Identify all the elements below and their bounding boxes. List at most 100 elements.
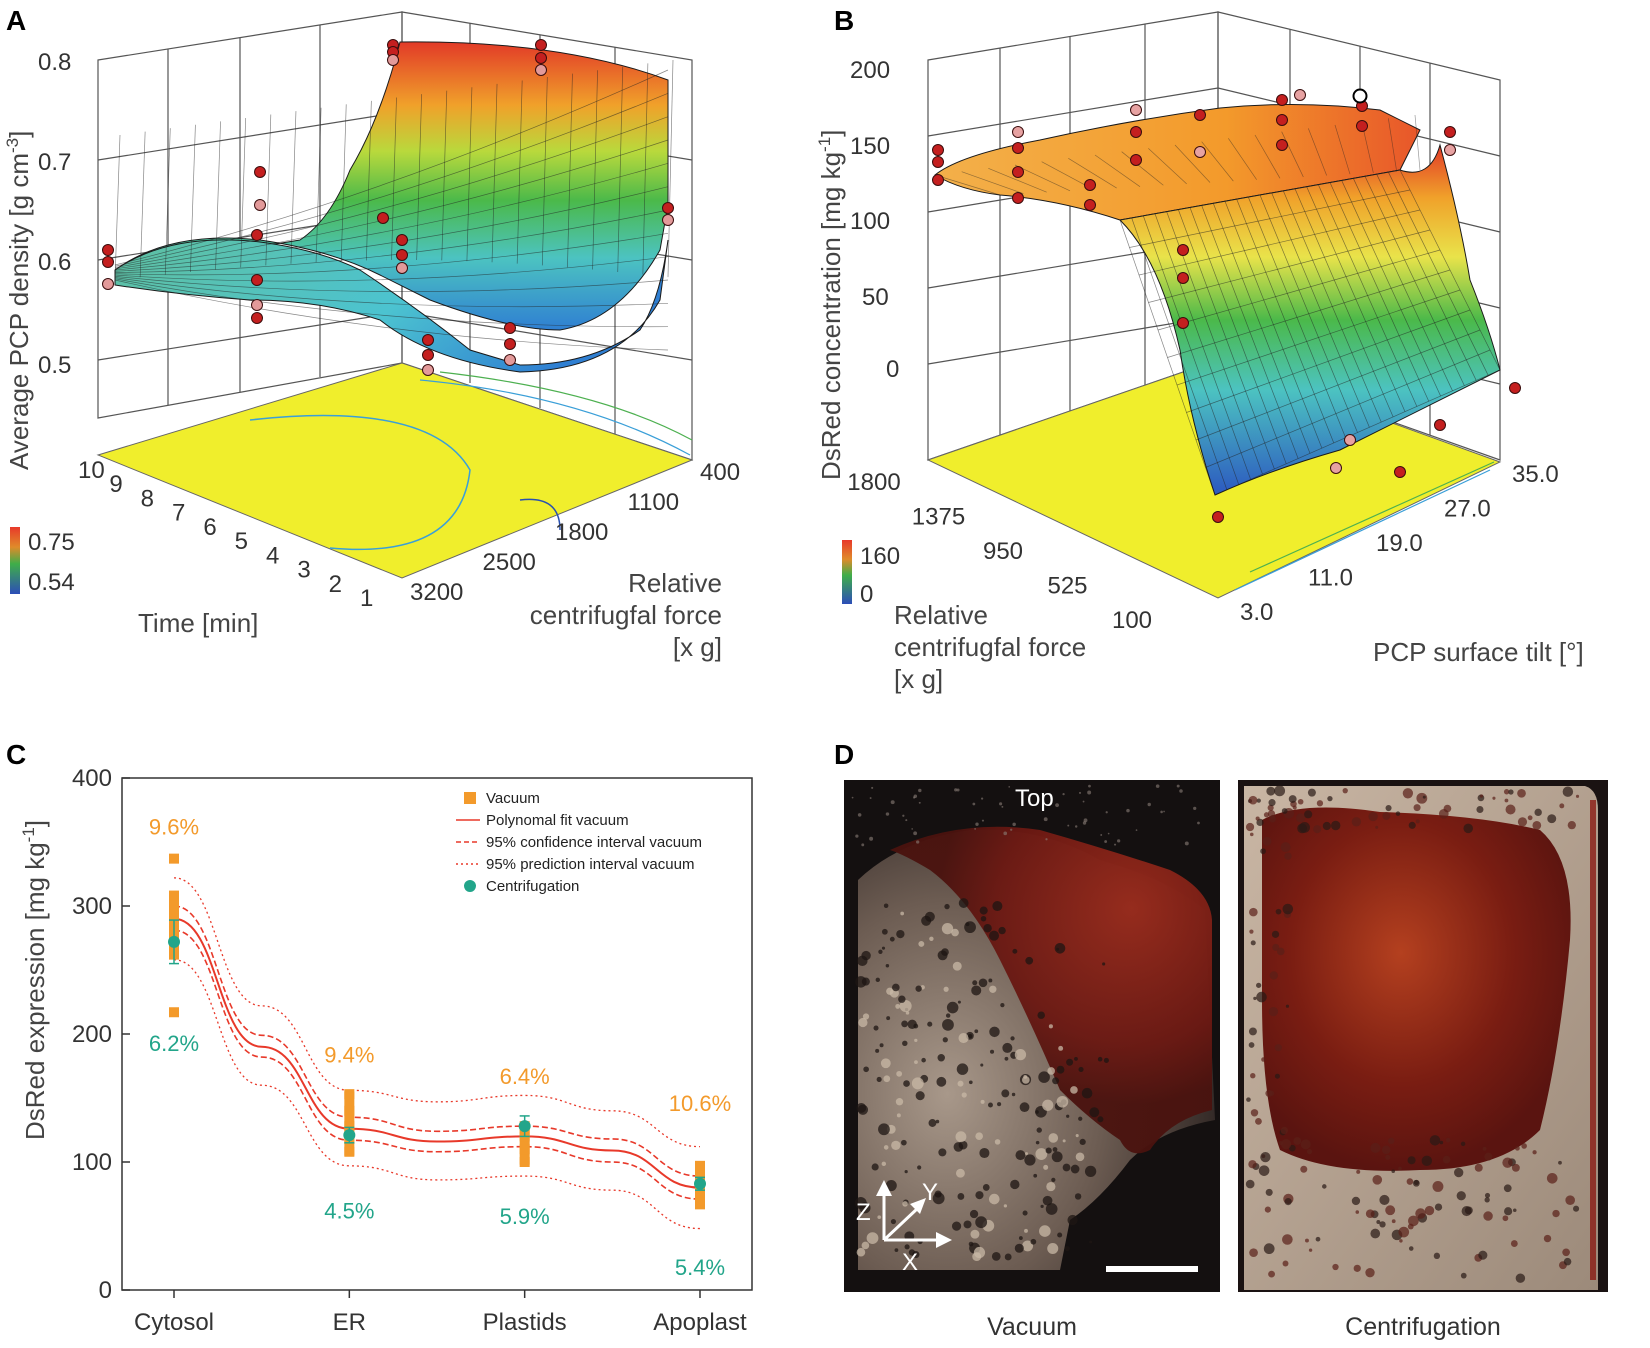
c-vacuum-point: [169, 1007, 179, 1018]
b-data-marker: [1276, 114, 1288, 126]
c-band-lower: [173, 929, 701, 1200]
a-data-marker: [662, 214, 674, 226]
d-axes-indicator: [876, 1180, 952, 1248]
a-data-marker: [396, 234, 408, 246]
b-data-marker: [1194, 146, 1206, 158]
a-data-marker: [387, 54, 399, 66]
b-data-marker: [1130, 104, 1142, 116]
a-z-tick: 0.5: [38, 352, 71, 379]
b-tilt-ticks: 35.0 27.0 19.0 11.0 3.0: [1240, 461, 1559, 626]
c-centrifugation-point: [694, 1177, 706, 1190]
b-data-marker: [1294, 89, 1306, 101]
a-colorbar: [10, 527, 20, 594]
c-x-tick-label: Apoplast: [653, 1309, 747, 1336]
c-legend-entry: 95% confidence interval vacuum: [486, 834, 702, 851]
a-data-marker: [254, 166, 266, 178]
a-time-tick: 7: [172, 500, 185, 527]
b-force-label-2: centrifugfal force: [894, 632, 1086, 662]
panel-a-surface: [114, 41, 674, 373]
b-data-marker: [1177, 272, 1189, 284]
b-force-tick: 100: [1112, 607, 1152, 634]
c-y-tick-label: 300: [72, 893, 112, 920]
b-data-marker: [1130, 154, 1142, 166]
d-top-label: Top: [1015, 785, 1054, 812]
c-y-tick-label: 200: [72, 1021, 112, 1048]
c-vacuum-point: [344, 1105, 355, 1116]
vacuum-micrograph: Top Z Y X: [844, 780, 1220, 1292]
b-highlight-marker: [1352, 88, 1368, 104]
a-data-marker: [504, 338, 516, 350]
a-data-marker: [662, 202, 674, 214]
panel-a-letter: A: [6, 5, 26, 36]
c-percent-annotation: 9.4%: [324, 1042, 374, 1067]
panel-c-letter: C: [6, 739, 26, 770]
c-y-tick-label: 400: [72, 765, 112, 792]
a-time-axis-label: Time [min]: [138, 608, 258, 638]
b-tilt-tick: 35.0: [1512, 461, 1559, 488]
c-y-tick-label: 0: [99, 1277, 112, 1304]
a-data-marker: [422, 334, 434, 346]
a-data-marker: [251, 299, 263, 311]
c-vacuum-point: [169, 913, 179, 924]
b-data-marker: [1012, 126, 1024, 138]
c-percent-annotation: 5.4%: [675, 1255, 725, 1280]
panel-b-letter: B: [834, 5, 854, 36]
c-band-upper: [173, 905, 701, 1177]
b-z-tick: 50: [862, 284, 889, 311]
a-data-marker: [535, 39, 547, 51]
a-z-tick: 0.6: [38, 249, 71, 276]
b-colorbar-max: 160: [860, 543, 900, 570]
b-tilt-tick: 11.0: [1308, 565, 1353, 592]
b-z-tick: 100: [850, 208, 890, 235]
b-colorbar-min: 0: [860, 581, 873, 608]
b-data-marker: [1212, 511, 1224, 523]
c-vacuum-point: [169, 853, 179, 864]
panel-c: C DsRed expression [mg kg-1] 0 100 200 300 4…: [6, 739, 753, 1336]
b-data-marker: [1444, 126, 1456, 138]
a-time-tick: 6: [203, 514, 216, 541]
c-y-tick-label: 100: [72, 1149, 112, 1176]
b-data-marker: [1356, 120, 1368, 132]
c-x-tick-label: Plastids: [483, 1309, 567, 1336]
a-data-marker: [396, 262, 408, 274]
a-data-marker: [535, 64, 547, 76]
b-data-marker: [1130, 126, 1142, 138]
c-percent-annotation: 10.6%: [669, 1091, 731, 1116]
a-z-axis-label: Average PCP density [g cm-3]: [3, 131, 34, 470]
panel-b-surface: [934, 103, 1501, 496]
a-data-marker: [102, 256, 114, 268]
panel-a: A: [3, 5, 740, 662]
a-force-tick: 400: [700, 459, 740, 486]
a-force-label-2: centrifugfal force: [530, 600, 722, 630]
b-colorbar: [842, 540, 852, 604]
a-z-tick: 0.7: [38, 149, 71, 176]
c-centrifugation-point: [518, 1120, 531, 1133]
a-colorbar-max: 0.75: [28, 529, 75, 556]
panel-d-letter: D: [834, 739, 854, 770]
d-right-caption: Centrifugation: [1345, 1313, 1501, 1341]
a-data-marker: [396, 249, 408, 261]
c-band-lower: [173, 959, 701, 1230]
b-data-marker: [932, 156, 944, 168]
b-z-axis-label: DsRed concentration [mg kg-1]: [815, 130, 846, 480]
c-fit-line: [173, 917, 701, 1189]
c-legend-entry: Centrifugation: [486, 878, 579, 895]
a-z-tick: 0.8: [38, 49, 71, 76]
b-data-marker: [1344, 434, 1356, 446]
a-time-tick: 3: [297, 557, 310, 584]
b-data-marker: [1012, 166, 1024, 178]
b-tilt-axis-label: PCP surface tilt [°]: [1373, 637, 1584, 667]
b-data-marker: [1084, 199, 1096, 211]
b-force-tick: 950: [983, 538, 1023, 565]
b-z-tick: 200: [850, 57, 890, 84]
a-data-marker: [254, 199, 266, 211]
a-data-marker: [422, 364, 434, 376]
b-force-ticks: 1800 1375 950 525 100: [847, 469, 1152, 634]
b-data-marker: [1444, 144, 1456, 156]
d-axis-y: Y: [922, 1179, 938, 1206]
a-force-ticks: 400 1100 1800 2500 3200: [410, 459, 740, 606]
c-legend-entry: Vacuum: [486, 790, 540, 807]
c-band-upper: [173, 877, 701, 1148]
a-force-label-1: Relative: [628, 568, 722, 598]
panel-b-markers: [932, 88, 1521, 523]
